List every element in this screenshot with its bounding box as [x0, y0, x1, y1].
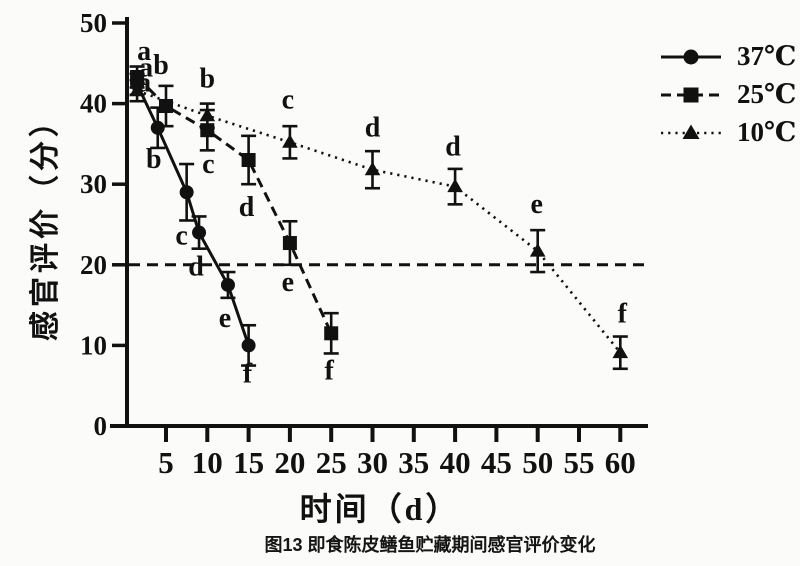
x-tick-label: 25: [316, 445, 347, 480]
x-tick-label: 35: [398, 445, 429, 480]
legend-label-37c: 37℃: [737, 41, 797, 71]
significance-letter: c: [202, 149, 214, 180]
significance-letter: f: [618, 299, 628, 330]
data-point-circle-37c: [150, 120, 165, 135]
significance-letter: d: [239, 192, 255, 223]
y-axis-title: 感官评价（分）: [29, 103, 62, 341]
data-point-triangle-10c: [282, 134, 298, 148]
data-point-circle-37c: [179, 185, 194, 200]
data-point-square-25c: [282, 236, 297, 251]
series-line-37c: [135, 83, 251, 346]
data-point-triangle-10c: [447, 178, 463, 193]
data-point-triangle-10c: [199, 107, 216, 122]
legend-marker-triangle-icon: [661, 124, 721, 139]
data-point-triangle-10c: [364, 161, 381, 176]
data-point-circle-37c: [220, 277, 235, 292]
x-tick-label: 15: [233, 445, 264, 480]
x-axis-title: 时间（d）: [299, 491, 461, 527]
x-tick-label: 10: [192, 445, 223, 480]
legend-item-25c: 25℃: [660, 79, 797, 109]
data-point-circle-37c: [241, 338, 256, 353]
data-point-square-25c: [324, 326, 339, 341]
y-tick-label: 50: [80, 8, 107, 38]
y-tick-label: 0: [94, 411, 108, 441]
data-point-triangle-10c: [529, 243, 546, 257]
x-tick-label: 30: [357, 445, 388, 480]
significance-letter: d: [188, 252, 204, 283]
significance-letter: f: [243, 358, 253, 389]
legend-label-10c: 10℃: [737, 117, 797, 147]
legend-marker-circle-icon: [661, 49, 721, 64]
x-tick-label: 55: [564, 445, 595, 480]
significance-letter: b: [153, 50, 169, 81]
legend-marker-square-icon: [661, 87, 721, 102]
significance-letter: e: [530, 189, 542, 220]
y-tick-label: 30: [80, 169, 107, 199]
x-tick-label: 5: [158, 445, 174, 480]
legend-item-37c: 37℃: [660, 41, 797, 71]
y-tick-label: 40: [80, 89, 107, 119]
legend: 37℃ 25℃ 10℃: [660, 41, 797, 147]
y-tick-label: 20: [80, 250, 107, 280]
legend-item-10c: 10℃: [660, 117, 797, 147]
data-point-square-25c: [159, 99, 173, 114]
significance-letter: f: [325, 355, 335, 386]
significance-letter: c: [175, 220, 187, 251]
x-tick-label: 50: [522, 445, 553, 480]
significance-letter: a: [137, 36, 151, 67]
significance-letter: b: [146, 144, 162, 175]
figure-caption: 图13 即食陈皮鳝鱼贮藏期间感官评价变化: [264, 535, 596, 555]
data-point-square-25c: [241, 153, 256, 168]
x-tick-label: 45: [481, 445, 512, 480]
x-tick-label: 20: [274, 445, 305, 480]
x-tick-label: 40: [440, 445, 471, 480]
significance-letter: e: [282, 267, 294, 298]
legend-label-25c: 25℃: [737, 79, 797, 109]
significance-letter: b: [200, 64, 216, 95]
data-point-triangle-10c: [129, 82, 145, 97]
significance-letter: a: [137, 68, 151, 99]
data-point-circle-37c: [192, 225, 207, 240]
x-tick-label: 60: [605, 445, 636, 480]
significance-letter: d: [365, 113, 381, 144]
significance-letter: e: [219, 303, 231, 334]
y-tick-label: 10: [80, 330, 107, 360]
data-point-triangle-10c: [612, 344, 629, 359]
significance-letter: d: [445, 132, 461, 163]
significance-letter: c: [282, 84, 294, 115]
